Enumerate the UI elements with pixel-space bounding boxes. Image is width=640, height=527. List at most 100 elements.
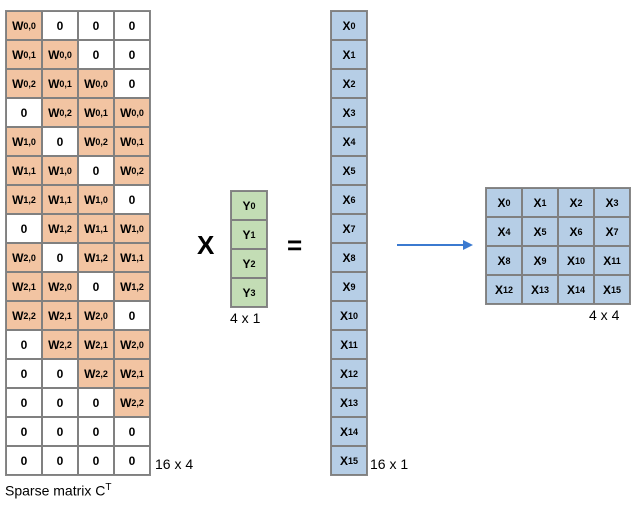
cell: X4 [331, 127, 367, 156]
xgrid-dim-label: 4 x 4 [589, 307, 619, 323]
xvec-dim-label: 16 x 1 [370, 456, 408, 472]
cell: X7 [331, 214, 367, 243]
cell: W2,1 [42, 301, 78, 330]
cell: W2,2 [42, 330, 78, 359]
cell: 0 [42, 243, 78, 272]
cell: X13 [522, 275, 558, 304]
cell: 0 [42, 446, 78, 475]
cell: 0 [6, 417, 42, 446]
cell: X6 [558, 217, 594, 246]
cell: 0 [78, 417, 114, 446]
x-vector: X0X1X2X3X4X5X6X7X8X9X10X11X12X13X14X15 [330, 10, 368, 476]
cell: 0 [114, 185, 150, 214]
cell: 0 [78, 388, 114, 417]
cell: W2,2 [78, 359, 114, 388]
cell: W1,2 [114, 272, 150, 301]
cell: W1,0 [42, 156, 78, 185]
cell: 0 [78, 156, 114, 185]
cell: Y0 [231, 191, 267, 220]
cell: X10 [558, 246, 594, 275]
cell: 0 [78, 272, 114, 301]
cell: X14 [558, 275, 594, 304]
cell: W1,1 [114, 243, 150, 272]
sparse-caption: Sparse matrix CT [5, 482, 111, 499]
cell: X2 [331, 69, 367, 98]
cell: X5 [522, 217, 558, 246]
cell: W2,1 [114, 359, 150, 388]
cell: Y3 [231, 278, 267, 307]
x-grid: X0X1X2X3X4X5X6X7X8X9X10X11X12X13X14X15 [485, 187, 631, 305]
cell: X14 [331, 417, 367, 446]
cell: W1,2 [78, 243, 114, 272]
cell: X6 [331, 185, 367, 214]
cell: X5 [331, 156, 367, 185]
cell: X12 [486, 275, 522, 304]
cell: X0 [331, 11, 367, 40]
cell: 0 [114, 301, 150, 330]
cell: X2 [558, 188, 594, 217]
y-vector: Y0Y1Y2Y3 [230, 190, 268, 308]
cell: 0 [114, 40, 150, 69]
cell: W2,0 [114, 330, 150, 359]
cell: 0 [42, 127, 78, 156]
arrow-icon [395, 235, 475, 255]
cell: X3 [331, 98, 367, 127]
cell: W0,0 [78, 69, 114, 98]
cell: W0,2 [6, 69, 42, 98]
cell: W1,0 [78, 185, 114, 214]
cell: W0,1 [6, 40, 42, 69]
cell: X8 [331, 243, 367, 272]
cell: 0 [114, 11, 150, 40]
cell: W0,2 [78, 127, 114, 156]
cell: Y1 [231, 220, 267, 249]
cell: 0 [6, 388, 42, 417]
cell: 0 [114, 446, 150, 475]
cell: 0 [6, 359, 42, 388]
cell: 0 [6, 98, 42, 127]
cell: 0 [42, 359, 78, 388]
cell: X9 [522, 246, 558, 275]
cell: 0 [42, 388, 78, 417]
cell: X0 [486, 188, 522, 217]
cell: 0 [6, 446, 42, 475]
cell: 0 [78, 11, 114, 40]
cell: W0,0 [114, 98, 150, 127]
cell: 0 [42, 11, 78, 40]
cell: W0,1 [42, 69, 78, 98]
cell: 0 [78, 446, 114, 475]
cell: X8 [486, 246, 522, 275]
cell: W0,0 [42, 40, 78, 69]
cell: W1,1 [42, 185, 78, 214]
cell: W2,0 [78, 301, 114, 330]
cell: X15 [594, 275, 630, 304]
cell: W2,1 [78, 330, 114, 359]
cell: W2,0 [42, 272, 78, 301]
cell: X11 [331, 330, 367, 359]
cell: W2,2 [6, 301, 42, 330]
cell: W1,0 [114, 214, 150, 243]
yvec-dim-label: 4 x 1 [230, 310, 260, 326]
cell: W0,1 [78, 98, 114, 127]
cell: W1,0 [6, 127, 42, 156]
cell: X10 [331, 301, 367, 330]
cell: W0,0 [6, 11, 42, 40]
cell: 0 [78, 40, 114, 69]
multiply-operator: X [197, 230, 214, 261]
sparse-dim-label: 16 x 4 [155, 456, 193, 472]
cell: X12 [331, 359, 367, 388]
cell: X9 [331, 272, 367, 301]
cell: X1 [331, 40, 367, 69]
cell: W0,2 [42, 98, 78, 127]
equals-operator: = [287, 230, 302, 261]
cell: Y2 [231, 249, 267, 278]
cell: X1 [522, 188, 558, 217]
cell: W1,1 [6, 156, 42, 185]
cell: 0 [42, 417, 78, 446]
cell: X3 [594, 188, 630, 217]
cell: W1,2 [6, 185, 42, 214]
cell: X13 [331, 388, 367, 417]
cell: W1,2 [42, 214, 78, 243]
cell: 0 [114, 417, 150, 446]
cell: X15 [331, 446, 367, 475]
cell: W2,2 [114, 388, 150, 417]
